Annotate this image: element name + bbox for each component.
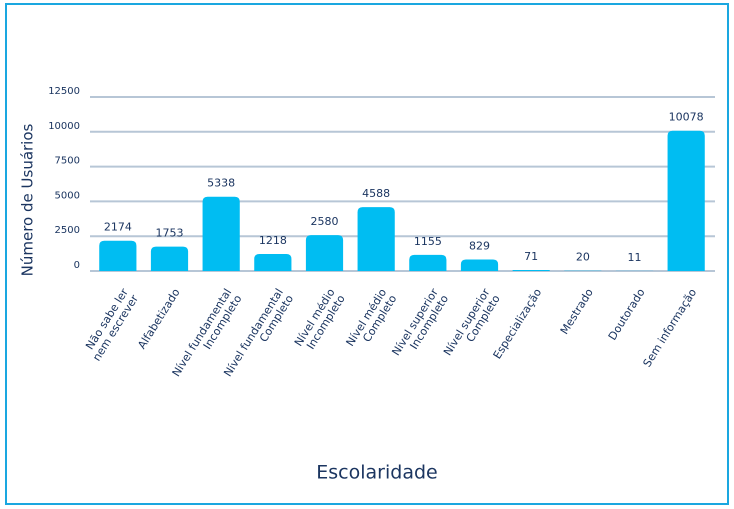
x-tick-label: Alfabetizado bbox=[135, 286, 182, 351]
y-tick-label: 2500 bbox=[55, 225, 80, 236]
value-label: 1218 bbox=[259, 234, 287, 247]
bar bbox=[99, 240, 137, 271]
value-label: 20 bbox=[576, 251, 590, 264]
value-label: 4588 bbox=[362, 187, 390, 200]
y-axis-title: Número de Usuários bbox=[19, 123, 37, 276]
value-label: 1753 bbox=[156, 227, 184, 240]
y-tick-label: 0 bbox=[74, 260, 80, 271]
y-tick-label: 10000 bbox=[48, 121, 80, 132]
bar bbox=[512, 270, 550, 271]
y-tick-label: 5000 bbox=[55, 190, 80, 201]
value-label: 5338 bbox=[207, 177, 235, 190]
x-tick-label: Mestrado bbox=[558, 286, 596, 337]
y-tick-label: 7500 bbox=[55, 156, 80, 167]
bar bbox=[254, 254, 292, 271]
value-label: 71 bbox=[524, 250, 538, 263]
value-label: 1155 bbox=[414, 235, 442, 248]
value-label: 10078 bbox=[669, 111, 704, 124]
x-tick-label: Doutorado bbox=[606, 286, 648, 342]
x-tick-label: Sem informação bbox=[641, 286, 700, 369]
value-label: 829 bbox=[469, 239, 490, 252]
x-axis-title: Escolaridade bbox=[316, 462, 437, 484]
bar bbox=[357, 207, 395, 271]
y-tick-label: 12500 bbox=[48, 86, 80, 97]
bar bbox=[305, 235, 344, 271]
value-label: 2174 bbox=[104, 221, 132, 234]
frame bbox=[5, 3, 729, 505]
value-label: 2580 bbox=[311, 215, 339, 228]
bar bbox=[202, 196, 240, 271]
bar bbox=[150, 246, 189, 271]
bar bbox=[460, 259, 499, 271]
value-label: 11 bbox=[628, 251, 642, 264]
bar bbox=[667, 130, 705, 271]
bar bbox=[409, 254, 447, 271]
